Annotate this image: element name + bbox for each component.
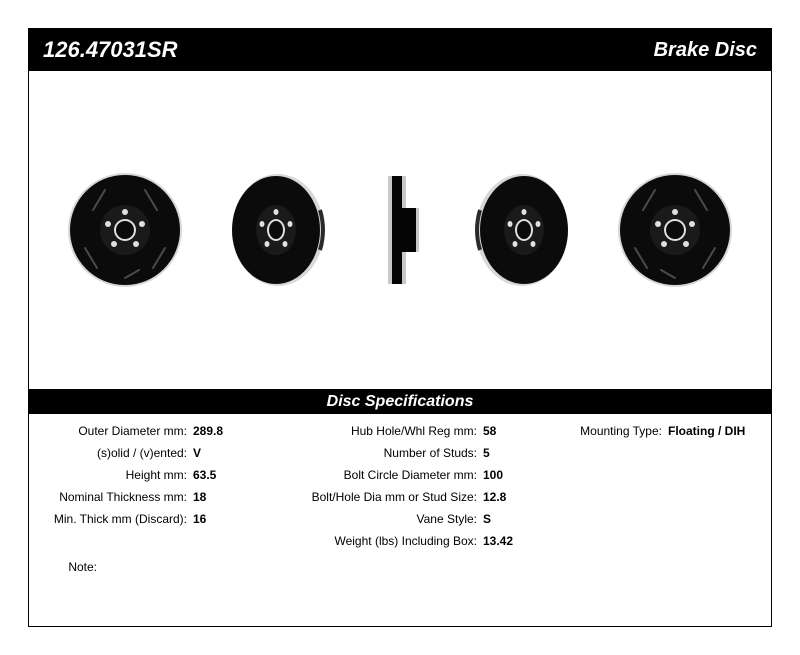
disc-view-angle-2 xyxy=(462,170,582,290)
note-label: Note: xyxy=(43,560,103,574)
spec-label: Outer Diameter mm: xyxy=(43,422,193,440)
disc-view-front-1 xyxy=(65,170,185,290)
spec-row: Bolt/Hole Dia mm or Stud Size:12.8 xyxy=(278,488,543,506)
spec-value: 63.5 xyxy=(193,466,216,484)
disc-view-angle-1 xyxy=(218,170,338,290)
spec-column-1: Outer Diameter mm:289.8 (s)olid / (v)ent… xyxy=(43,422,248,550)
spec-row: Outer Diameter mm:289.8 xyxy=(43,422,248,440)
spec-label: Min. Thick mm (Discard): xyxy=(43,510,193,528)
spec-row: Number of Studs:5 xyxy=(278,444,543,462)
spec-label: (s)olid / (v)ented: xyxy=(43,444,193,462)
spec-label: Vane Style: xyxy=(278,510,483,528)
spec-row: Weight (lbs) Including Box:13.42 xyxy=(278,532,543,550)
spec-row: Hub Hole/Whl Reg mm:58 xyxy=(278,422,543,440)
spec-row: Height mm:63.5 xyxy=(43,466,248,484)
spec-sheet: 126.47031SR Brake Disc xyxy=(28,28,772,627)
spec-label: Number of Studs: xyxy=(278,444,483,462)
note-row: Note: xyxy=(29,554,771,580)
spec-row: Bolt Circle Diameter mm:100 xyxy=(278,466,543,484)
spec-label: Mounting Type: xyxy=(573,422,668,440)
spec-value: 12.8 xyxy=(483,488,506,506)
spec-value: 58 xyxy=(483,422,496,440)
spec-row: (s)olid / (v)ented:V xyxy=(43,444,248,462)
disc-view-side xyxy=(370,170,430,290)
disc-view-front-2 xyxy=(615,170,735,290)
spec-label: Hub Hole/Whl Reg mm: xyxy=(278,422,483,440)
spec-row: Min. Thick mm (Discard):16 xyxy=(43,510,248,528)
product-images xyxy=(29,71,771,389)
spec-value: V xyxy=(193,444,201,462)
spec-value: 13.42 xyxy=(483,532,513,550)
spec-value: S xyxy=(483,510,491,528)
spec-row: Vane Style:S xyxy=(278,510,543,528)
spec-value: 5 xyxy=(483,444,490,462)
part-number: 126.47031SR xyxy=(43,37,178,63)
spec-table: Outer Diameter mm:289.8 (s)olid / (v)ent… xyxy=(29,414,771,554)
spec-label: Bolt Circle Diameter mm: xyxy=(278,466,483,484)
spec-row: Mounting Type:Floating / DIH xyxy=(573,422,757,440)
spec-value: 16 xyxy=(193,510,206,528)
header-bar: 126.47031SR Brake Disc xyxy=(29,29,771,71)
spec-value: Floating / DIH xyxy=(668,422,745,440)
spec-section-title: Disc Specifications xyxy=(29,389,771,414)
spec-label: Nominal Thickness mm: xyxy=(43,488,193,506)
product-type: Brake Disc xyxy=(654,39,757,62)
spec-label: Height mm: xyxy=(43,466,193,484)
spec-column-3: Mounting Type:Floating / DIH xyxy=(573,422,757,550)
spec-label: Weight (lbs) Including Box: xyxy=(278,532,483,550)
spec-row: Nominal Thickness mm:18 xyxy=(43,488,248,506)
spec-value: 289.8 xyxy=(193,422,223,440)
spec-column-2: Hub Hole/Whl Reg mm:58 Number of Studs:5… xyxy=(278,422,543,550)
spec-value: 100 xyxy=(483,466,503,484)
spec-value: 18 xyxy=(193,488,206,506)
spec-label: Bolt/Hole Dia mm or Stud Size: xyxy=(278,488,483,506)
